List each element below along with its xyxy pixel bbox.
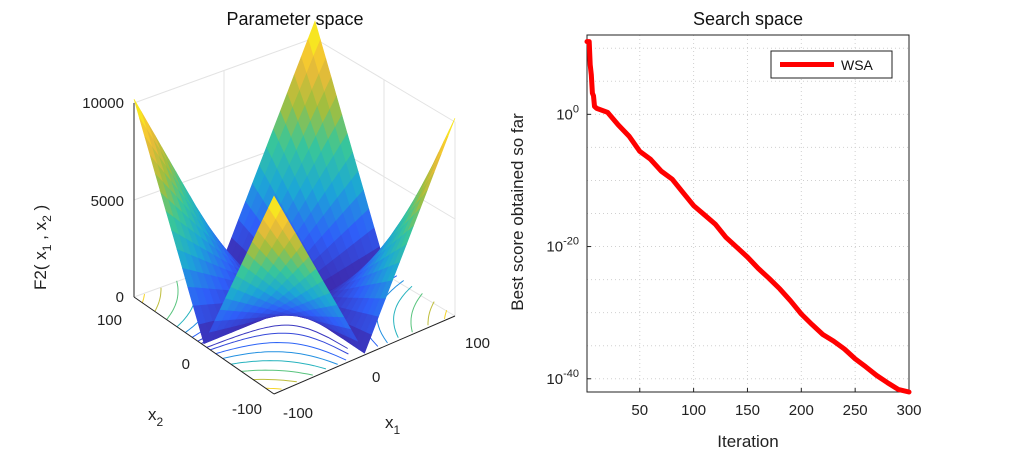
convergence-plot-title: Search space [693,9,803,29]
y-tick-label: 100 [556,103,579,123]
x2-tick-label: -100 [232,401,262,418]
x-tick-label: 100 [681,402,706,419]
z-axis-label: F2( x1 , x2 ) [31,205,54,290]
y-axis-label: Best score obtained so far [508,113,527,311]
x-ticks: 50 100 150 200 250 300 [631,388,922,419]
x1-axis-label: x1 [385,413,401,437]
y-ticks: 100 10-20 10-40 [546,103,591,388]
z-tick-label: 10000 [82,95,124,112]
plot-frame [586,34,910,393]
contour-line [210,332,349,355]
convergence-plot: Search space 50 100 150 200 250 300 10010-201… [508,9,922,451]
x-axis-label: Iteration [717,432,778,451]
surface-facet [442,117,456,147]
convergence-grid [587,35,910,392]
legend: WSA [770,50,893,79]
contour-line [154,287,162,312]
x1-tick-label: -100 [283,405,313,422]
series-line-wsa [584,39,912,395]
x-tick-label: 300 [896,402,921,419]
z-tick-label: 5000 [91,193,124,210]
contour-line [427,301,435,326]
contour-line [410,293,423,333]
surface-facet [268,195,282,219]
contour-line [241,369,313,376]
x-tick-label: 200 [789,402,814,419]
contour-line [222,351,338,365]
contour-line [141,294,145,303]
x1-tick-label: 100 [465,335,490,352]
contour-line [166,280,179,320]
surface-plot: Parameter space 10000 5000 0 100 0 -100 … [31,9,490,437]
contour-line [393,285,413,338]
x2-tick-label: 0 [182,356,190,373]
surface-facet [133,98,147,129]
surface-facet [435,136,449,164]
contour-line [444,310,448,319]
contour-line [253,378,297,383]
contour-line [206,324,348,349]
x-tick-label: 150 [735,402,760,419]
z-tick-label: 0 [116,289,124,306]
x-tick-label: 50 [631,402,648,419]
contour-line [230,360,327,370]
x2-tick-label: 100 [97,312,122,329]
y-tick-label: 10-40 [546,368,579,388]
surface-mesh [133,20,456,354]
surface-facet [428,154,442,181]
surface-plot-title: Parameter space [226,9,363,29]
contour-line [265,387,282,390]
surface-axes [133,103,456,395]
x-tick-label: 250 [843,402,868,419]
x2-axis-label: x2 [148,405,164,429]
contour-line [215,341,347,361]
legend-label-wsa: WSA [841,57,874,73]
y-tick-label: 10-20 [546,236,579,256]
x1-tick-label: 0 [372,369,380,386]
